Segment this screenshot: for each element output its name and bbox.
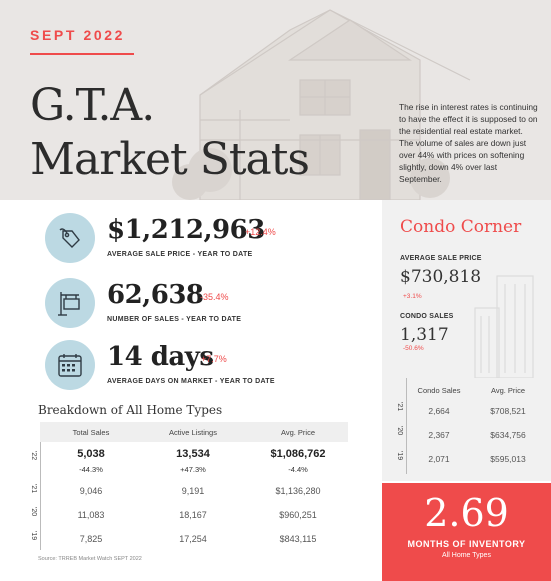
table-cell: 18,167 [179,510,207,520]
table-cell: 11,083 [77,510,105,520]
condo-column-header: Avg. Price [490,386,526,395]
table-cell: $960,251 [279,510,317,520]
stat-label: AVERAGE DAYS ON MARKET - YEAR TO DATE [107,378,275,385]
condo-row-year: '21 [396,402,403,412]
condo-corner-title: Condo Corner [400,217,522,237]
table-cell: 9,191 [181,486,205,496]
report-date: SEPT 2022 [30,27,134,55]
inventory-value: 2.69 [424,491,509,535]
source-note: Source: TRREB Market Watch SEPT 2022 [38,556,142,562]
months-of-inventory-box: 2.69 MONTHS OF INVENTORY All Home Types [382,483,551,581]
table-cell: 9,046 [79,486,103,496]
condo-table-divider [406,378,407,474]
condo-row-year: '19 [396,451,403,461]
condo-table-cell: 2,664 [428,406,450,416]
condo-column-header: Condo Sales [417,386,461,395]
row-year: '20 [30,507,37,517]
table-divider [40,442,41,550]
table-cell: 13,534 [176,448,210,460]
column-header: Avg. Price [280,428,316,437]
stat-number-of-sales: 62,638 -35.4% NUMBER OF SALES - YEAR TO … [45,278,375,330]
stat-icon-circle [45,213,95,263]
table-cell: $843,115 [279,534,317,544]
stat-icon-circle [45,278,95,328]
sign-post-icon [58,292,80,316]
table-cell: $1,086,762 [270,448,326,460]
condo-avg-price-label: AVERAGE SALE PRICE [400,255,482,262]
stat-value: 62,638 [107,280,204,310]
row-year: '22 [30,451,37,461]
condo-table-cell: $634,756 [490,430,526,440]
stat-value: 14 days [107,342,214,372]
stat-label: NUMBER OF SALES - YEAR TO DATE [107,316,242,323]
condo-table-cell: 2,367 [428,430,450,440]
column-header: Total Sales [72,428,110,437]
table-cell: $1,136,280 [275,486,321,496]
condo-row-year: '20 [396,426,403,436]
stat-change: -35.4% [200,292,229,302]
breakdown-title: Breakdown of All Home Types [38,403,223,417]
condo-avg-price-value: $730,818 [400,267,482,287]
condo-sales-change: -50.6% [403,345,424,352]
table-cell-change: -44.3% [79,465,103,474]
stat-days-on-market: 14 days +7.7% AVERAGE DAYS ON MARKET - Y… [45,340,375,392]
stat-icon-circle [45,340,95,390]
stat-avg-sale-price: $1,212,963 +12.4% AVERAGE SALE PRICE - Y… [45,213,375,265]
page-title-line2: Market Stats [30,134,310,185]
inventory-label: MONTHS OF INVENTORY [407,539,526,549]
table-cell-change: -4.4% [288,465,308,474]
inventory-sub-label: All Home Types [442,552,491,559]
house-background-illustration [172,9,471,200]
row-year: '21 [30,484,37,494]
stat-label: AVERAGE SALE PRICE - YEAR TO DATE [107,251,253,258]
breakdown-header-row: Total Sales Active Listings Avg. Price [40,422,348,442]
condo-sales-label: CONDO SALES [400,313,454,320]
condo-table-cell: $708,521 [490,406,526,416]
stat-value: $1,212,963 [107,215,265,245]
table-cell: 5,038 [77,448,105,460]
page-title-line1: G.T.A. [30,80,155,131]
condo-table-cell: $595,013 [490,454,526,464]
header-banner: SEPT 2022 G.T.A. Market Stats The rise i… [0,0,551,200]
intro-paragraph: The rise in interest rates is continuing… [399,102,538,184]
table-cell-change: +47.3% [180,465,206,474]
column-header: Active Listings [169,428,217,437]
table-cell: 17,254 [179,534,207,544]
condo-table-cell: 2,071 [428,454,450,464]
condo-avg-price-change: +3.1% [403,293,422,300]
table-cell: 7,825 [79,534,103,544]
stat-change: +12.4% [245,227,276,237]
condo-corner-panel: Condo Corner AVERAGE SALE PRICE $730,818… [382,200,551,481]
row-year: '19 [30,531,37,541]
calendar-icon [58,354,82,377]
building-illustration [474,275,534,378]
condo-sales-value: 1,317 [400,325,449,345]
stat-change: +7.7% [201,354,227,364]
price-tag-icon [59,228,80,248]
